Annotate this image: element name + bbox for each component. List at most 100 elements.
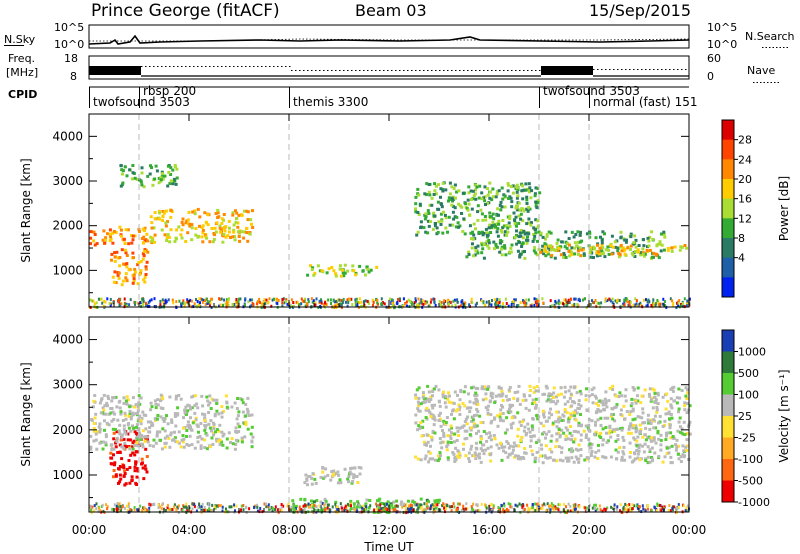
data-cell <box>488 453 492 457</box>
data-cell <box>562 255 566 259</box>
data-cell <box>416 187 420 191</box>
clutter-cell <box>623 298 626 302</box>
data-cell <box>203 211 207 215</box>
data-cell <box>123 411 127 415</box>
clutter-cell <box>240 504 243 508</box>
data-cell <box>124 482 128 486</box>
clutter-cell <box>264 502 267 506</box>
data-cell <box>678 425 682 429</box>
data-cell <box>532 233 536 236</box>
data-cell <box>106 232 109 236</box>
data-cell <box>168 395 172 399</box>
data-cell <box>462 390 466 394</box>
data-cell <box>474 183 478 187</box>
data-cell <box>484 227 488 231</box>
data-cell <box>190 428 194 432</box>
data-cell <box>577 253 580 256</box>
data-cell <box>431 457 435 461</box>
data-cell <box>650 456 653 459</box>
clutter-cell <box>429 300 432 304</box>
data-cell <box>143 435 146 439</box>
data-cell <box>686 388 690 392</box>
data-cell <box>577 443 581 447</box>
data-cell <box>606 439 610 443</box>
data-cell <box>118 423 122 427</box>
data-cell <box>655 408 659 412</box>
clutter-cell <box>331 505 334 509</box>
data-cell <box>534 406 538 410</box>
data-cell <box>92 239 96 243</box>
data-cell <box>518 255 522 259</box>
clutter-cell <box>522 299 524 303</box>
nave-tick-low: 0 <box>707 70 714 83</box>
clutter-cell <box>283 301 286 305</box>
data-cell <box>653 391 657 395</box>
data-cell <box>215 409 219 413</box>
data-cell <box>665 446 669 450</box>
clutter-cell <box>206 300 209 304</box>
data-cell <box>92 429 96 433</box>
clutter-cell <box>251 298 253 302</box>
data-cell <box>417 386 421 390</box>
clutter-cell <box>419 503 422 507</box>
clutter-cell <box>206 509 209 513</box>
data-cell <box>149 420 152 424</box>
data-cell <box>99 411 103 415</box>
data-cell <box>122 427 126 431</box>
data-cell <box>518 231 522 235</box>
data-cell <box>421 425 425 429</box>
clutter-cell <box>184 505 187 509</box>
clutter-cell <box>302 299 305 303</box>
data-cell <box>628 455 632 459</box>
data-cell <box>181 434 185 437</box>
data-cell <box>633 452 637 456</box>
data-cell <box>515 229 518 233</box>
data-cell <box>476 210 480 214</box>
data-cell <box>521 398 525 402</box>
data-cell <box>150 226 154 230</box>
data-cell <box>433 214 437 218</box>
data-cell <box>525 195 529 199</box>
data-cell <box>243 435 247 439</box>
data-cell <box>217 412 221 416</box>
data-cell <box>500 245 504 249</box>
data-cell <box>122 437 126 441</box>
clutter-cell <box>304 304 307 308</box>
data-cell <box>185 443 189 446</box>
clutter-cell <box>573 302 576 306</box>
data-cell <box>444 216 448 220</box>
data-cell <box>234 220 238 224</box>
data-cell <box>574 233 578 236</box>
clutter-cell <box>380 509 383 513</box>
data-cell <box>175 176 179 180</box>
data-cell <box>237 430 241 433</box>
data-cell <box>525 231 529 235</box>
data-cell <box>520 189 524 193</box>
data-cell <box>674 448 678 452</box>
clutter-cell <box>629 506 632 510</box>
clutter-cell <box>221 505 224 509</box>
data-cell <box>220 221 224 225</box>
data-cell <box>437 220 441 224</box>
data-cell <box>448 181 452 185</box>
data-cell <box>123 248 127 252</box>
clutter-cell <box>573 297 576 301</box>
clutter-cell <box>506 507 508 511</box>
data-cell <box>557 431 561 435</box>
data-cell <box>205 395 209 399</box>
data-cell <box>564 256 568 259</box>
data-cell <box>168 182 172 185</box>
data-cell <box>670 416 674 420</box>
data-cell <box>541 392 545 396</box>
data-cell <box>439 424 443 428</box>
data-cell <box>149 408 153 412</box>
clutter-cell <box>386 508 388 511</box>
clutter-cell <box>307 300 310 304</box>
data-cell <box>517 214 521 218</box>
clutter-cell <box>413 301 416 305</box>
data-cell <box>190 443 194 447</box>
clutter-cell <box>673 505 676 509</box>
data-cell <box>585 408 589 412</box>
data-cell <box>490 396 494 400</box>
data-cell <box>600 241 604 245</box>
